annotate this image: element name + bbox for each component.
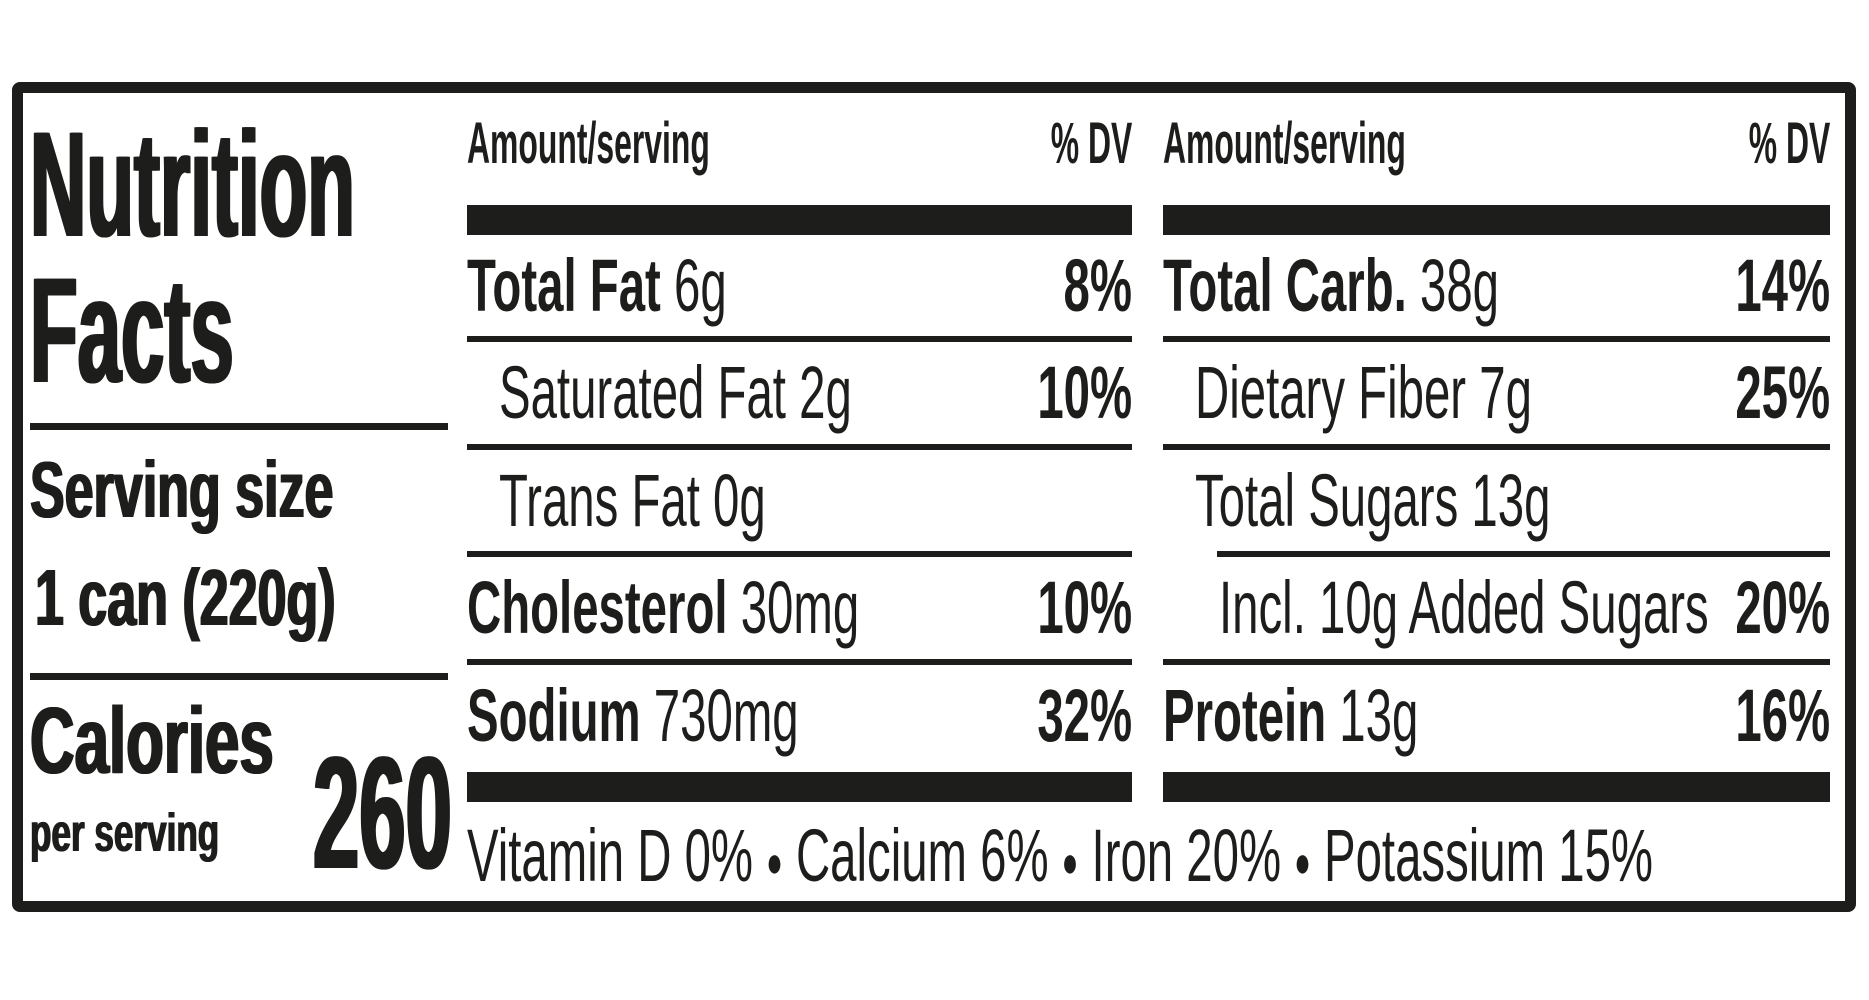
nutrient-label: Incl. 10g Added Sugars <box>1219 571 1709 645</box>
header-percent-dv: % DV <box>1050 111 1132 176</box>
nutrient-row: Incl. 10g Added Sugars 20% <box>1163 557 1830 665</box>
title-text-facts: Facts <box>30 246 234 414</box>
nutrient-amount: 730mg <box>640 673 799 757</box>
nutrient-name: Trans Fat <box>499 458 700 542</box>
nutrient-dv: 10% <box>1037 566 1132 650</box>
nutrient-label: Cholesterol 30mg <box>467 571 859 645</box>
micronutrient-item: Iron 20% <box>1091 814 1282 897</box>
micronutrient-item: Vitamin D 0% <box>467 814 754 897</box>
nutrient-row: Total Sugars 13g <box>1163 450 1830 558</box>
nutrient-row: Protein 13g 16% <box>1163 665 1830 772</box>
nutrient-dv: 25% <box>1735 351 1830 435</box>
nutrient-name: Protein <box>1163 673 1327 757</box>
bullet-separator-icon: ● <box>1061 838 1079 887</box>
column-header: Amount/serving % DV <box>467 115 1132 177</box>
nutrition-facts-label: Nutrition Facts Serving size 1 can (220g… <box>12 82 1856 912</box>
label-title-line1: Nutrition <box>30 109 655 259</box>
nutrient-column-right: Amount/serving % DV Total Carb. 38g 14% Di… <box>1163 93 1830 901</box>
nutrient-name: Sodium <box>467 673 641 757</box>
nutrient-dv: 10% <box>1037 351 1132 435</box>
serving-size-value: 1 can (220g) <box>35 553 336 642</box>
micronutrient-item: Potassium 15% <box>1324 814 1654 897</box>
nutrient-column-left: Amount/serving % DV Total Fat 6g 8% Satura… <box>467 93 1132 901</box>
bullet-separator-icon: ● <box>766 838 783 887</box>
nutrient-amount: 13g <box>1458 458 1551 542</box>
nutrient-amount: 30mg <box>727 566 860 650</box>
nutrient-row: Dietary Fiber 7g 25% <box>1163 342 1830 450</box>
header-amount-per-serving: Amount/serving <box>467 111 710 176</box>
nutrient-label: Total Sugars 13g <box>1195 463 1550 538</box>
calories-label: Calories <box>30 688 274 794</box>
nutrient-label: Trans Fat 0g <box>499 463 766 538</box>
divider-under-title <box>30 423 448 430</box>
calories-value: 260 <box>313 723 452 902</box>
nutrient-amount: 7g <box>1466 351 1532 435</box>
micronutrient-item: Calcium 6% <box>795 814 1049 897</box>
nutrient-dv: 8% <box>1063 244 1132 327</box>
thick-bar <box>1163 772 1830 802</box>
nutrient-label: Total Fat 6g <box>467 249 727 323</box>
nutrient-row: Sodium 730mg 32% <box>467 665 1132 772</box>
nutrient-amount: 0g <box>699 458 766 542</box>
nutrient-label: Saturated Fat 2g <box>499 356 852 430</box>
thick-bar <box>467 205 1132 235</box>
nutrient-label: Dietary Fiber 7g <box>1195 356 1532 430</box>
micronutrients-line: Vitamin D 0% ● Calcium 6% ● Iron 20% ● P… <box>467 819 1830 893</box>
nutrient-name: Cholesterol <box>467 566 728 650</box>
nutrient-name: Dietary Fiber <box>1195 351 1467 435</box>
label-title-line2: Facts <box>30 255 422 405</box>
nutrient-rows: Total Carb. 38g 14% Dietary Fiber 7g 25% Tot… <box>1163 235 1830 772</box>
nutrient-row: Total Carb. 38g 14% <box>1163 235 1830 343</box>
nutrient-row: Trans Fat 0g <box>467 450 1132 558</box>
nutrient-label: Protein 13g <box>1163 678 1418 753</box>
bullet-separator-icon: ● <box>1294 838 1311 887</box>
nutrient-amount: 38g <box>1406 244 1500 327</box>
header-amount-per-serving: Amount/serving <box>1163 111 1406 176</box>
thick-bar <box>467 772 1132 802</box>
nutrient-dv: 32% <box>1037 673 1132 757</box>
nutrient-row: Saturated Fat 2g 10% <box>467 342 1132 450</box>
nutrient-label: Sodium 730mg <box>467 678 799 753</box>
nutrient-name: Saturated Fat <box>499 351 786 435</box>
nutrient-row: Total Fat 6g 8% <box>467 235 1132 343</box>
title-text-nutrition: Nutrition <box>30 100 355 268</box>
header-percent-dv: % DV <box>1748 111 1830 176</box>
nutrient-rows: Total Fat 6g 8% Saturated Fat 2g 10% Trans F… <box>467 235 1132 772</box>
nutrient-amount: 2g <box>785 351 852 435</box>
column-header: Amount/serving % DV <box>1163 115 1830 177</box>
nutrient-dv: 16% <box>1735 673 1830 757</box>
nutrient-amount: 6g <box>660 244 727 327</box>
nutrient-dv: 20% <box>1735 566 1830 650</box>
serving-size-label: Serving size <box>30 445 334 534</box>
nutrient-name: Total Fat <box>467 244 661 327</box>
calories-sublabel: per serving <box>30 803 220 863</box>
nutrient-label: Total Carb. 38g <box>1163 249 1499 323</box>
nutrient-dv: 14% <box>1735 244 1830 327</box>
nutrient-name: Total Carb. <box>1163 244 1407 327</box>
nutrient-name: Total Sugars <box>1195 458 1459 542</box>
micronutrients-text: Vitamin D 0% ● Calcium 6% ● Iron 20% ● P… <box>467 819 1653 893</box>
nutrient-row: Cholesterol 30mg 10% <box>467 557 1132 665</box>
thick-bar <box>1163 205 1830 235</box>
nutrient-name: Incl. 10g Added Sugars <box>1219 566 1709 650</box>
nutrient-amount: 13g <box>1326 673 1419 757</box>
divider-under-serving <box>30 673 448 680</box>
